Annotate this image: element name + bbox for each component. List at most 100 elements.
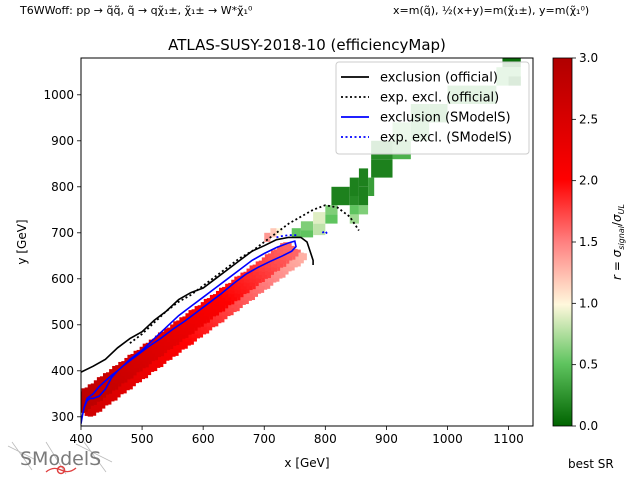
- heatmap-cell: [246, 282, 252, 290]
- heatmap-cell: [240, 294, 246, 302]
- heatmap-cell: [121, 368, 127, 376]
- heatmap-cell: [252, 268, 259, 276]
- heatmap-cell: [102, 394, 109, 402]
- heatmap-cell: [258, 285, 265, 293]
- heatmap-cell: [286, 256, 292, 264]
- heatmap-cell: [157, 353, 164, 361]
- heatmap-cell: [157, 332, 164, 340]
- heatmap-cell: [280, 249, 286, 257]
- heatmap-cell: [264, 264, 271, 272]
- heatmap-cell: [371, 159, 393, 178]
- heatmap-cell: [102, 398, 109, 406]
- heatmap-cell: [139, 354, 146, 362]
- heatmap-cell: [231, 283, 237, 291]
- heatmap-cell: [188, 327, 194, 335]
- x-axis: 400 500 600 700 800 900 1000 1100: [70, 426, 524, 446]
- heatmap-cell: [115, 390, 121, 398]
- heatmap-cell: [270, 264, 277, 272]
- heatmap-cell: [179, 338, 185, 346]
- heatmap-cell: [234, 282, 240, 290]
- heatmap-cell: [277, 263, 283, 271]
- heatmap-cell: [151, 342, 158, 350]
- heatmap-cell: [96, 387, 103, 395]
- heatmap-cell: [291, 228, 301, 238]
- x-tick-label: 400: [70, 432, 93, 446]
- heatmap-cell: [115, 372, 121, 380]
- heatmap-cell: [157, 338, 164, 346]
- heatmap-cell: [274, 253, 280, 261]
- heatmap-cell: [267, 278, 274, 286]
- heatmap-cell: [90, 404, 97, 412]
- heatmap-cell: [246, 286, 252, 294]
- heatmap-cell: [280, 256, 286, 264]
- heatmap-cell: [258, 260, 265, 268]
- heatmap-cell: [274, 264, 280, 272]
- heatmap-cell: [106, 387, 112, 395]
- heatmap-cell: [161, 339, 167, 347]
- heatmap-cell: [255, 279, 262, 287]
- heatmap-cell: [206, 319, 213, 327]
- heatmap-cell: [176, 331, 182, 339]
- heatmap-cell: [154, 349, 161, 357]
- heatmap-cell: [215, 308, 222, 316]
- heatmap-cell: [270, 228, 277, 238]
- heatmap-cell: [240, 290, 246, 298]
- heatmap-cell: [161, 335, 167, 343]
- heatmap-cell: [99, 397, 106, 405]
- heatmap-cell: [237, 283, 243, 291]
- heatmap-cell: [228, 298, 234, 306]
- heatmap-cell: [185, 327, 191, 335]
- heatmap-cell: [231, 301, 237, 309]
- heatmap-cell: [243, 279, 249, 287]
- heatmap-cell: [219, 301, 225, 309]
- heatmap-cell: [106, 383, 112, 391]
- heatmap-cell: [115, 386, 121, 394]
- heatmap-cell: [219, 309, 225, 317]
- svg-text:SModelS: SModelS: [20, 448, 101, 470]
- heatmap-cell: [200, 302, 207, 310]
- heatmap-cell: [96, 390, 103, 398]
- heatmap-cell: [215, 294, 222, 302]
- y-axis-label: y [GeV]: [15, 219, 29, 264]
- heatmap-cell: [148, 357, 155, 365]
- heatmap-cell: [203, 316, 210, 324]
- heatmap-cell: [252, 276, 259, 284]
- heatmap-cell: [127, 382, 133, 390]
- x-tick-label: 900: [375, 432, 398, 446]
- heatmap-cell: [237, 287, 243, 295]
- heatmap-cell: [157, 342, 164, 350]
- heatmap-cell: [228, 290, 234, 298]
- heatmap-cell: [145, 368, 152, 376]
- heatmap-cell: [164, 353, 170, 361]
- y-tick-label: 1000: [43, 88, 74, 102]
- heatmap-cell: [106, 376, 112, 384]
- heatmap-cell: [295, 259, 301, 267]
- heatmap-cell: [200, 315, 207, 323]
- heatmap-cell: [164, 346, 170, 354]
- heatmap-cell: [368, 177, 375, 196]
- heatmap-cell: [176, 345, 182, 353]
- heatmap-cell: [219, 293, 225, 301]
- heatmap-cell: [277, 260, 283, 268]
- heatmap-cell: [90, 391, 97, 399]
- heatmap-cell: [109, 382, 115, 390]
- heatmap-cell: [277, 267, 283, 275]
- heatmap-cell: [139, 350, 146, 358]
- heatmap-cell: [142, 361, 149, 369]
- heatmap-cell: [154, 343, 161, 351]
- colorbar-ticks: 0.0 0.5 1.0 1.5 2.0 2.5 3.0: [572, 51, 598, 433]
- heatmap-cell: [200, 319, 207, 327]
- colorbar-tick-label: 1.5: [579, 235, 598, 249]
- heatmap-cell: [219, 315, 225, 323]
- heatmap-cell: [225, 305, 231, 313]
- x-tick-label: 700: [253, 432, 276, 446]
- heatmap-cell: [182, 331, 188, 339]
- heatmap-cell: [358, 168, 369, 187]
- heatmap-cell: [167, 331, 173, 339]
- heatmap-cell: [270, 275, 277, 283]
- heatmap-cell: [124, 371, 130, 379]
- heatmap-cell: [167, 335, 173, 343]
- heatmap-cell: [237, 293, 243, 301]
- heatmap-cell: [109, 376, 115, 384]
